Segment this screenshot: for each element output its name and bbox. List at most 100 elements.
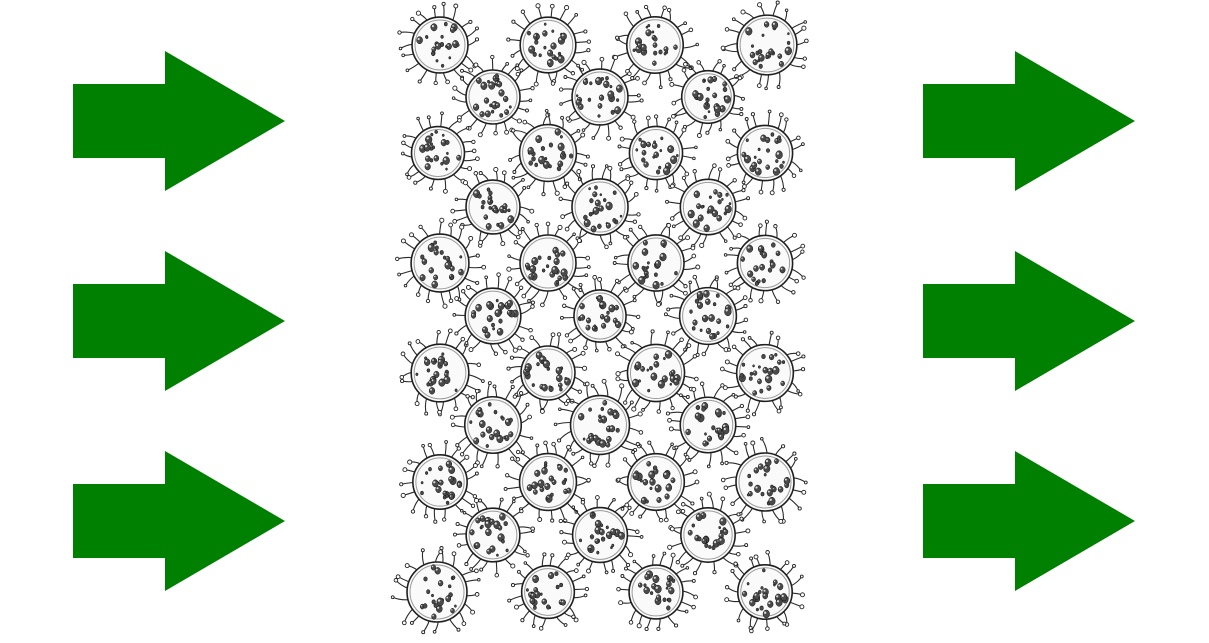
virus-spike-tip (801, 25, 807, 31)
virus-surface-pit (775, 250, 781, 257)
virus-spike-tip (461, 621, 467, 626)
virus-surface-pit (662, 597, 667, 603)
virus-spike-tip (801, 142, 805, 146)
virus-pit-highlight (656, 261, 658, 264)
virus-surface-pit (708, 545, 712, 549)
virus-pit-highlight (642, 249, 645, 252)
virus-pit-highlight (765, 459, 769, 463)
virus-pit-highlight (493, 208, 496, 211)
virus-spike-tip (775, 0, 780, 5)
virus-spike (528, 289, 541, 302)
virus-surface-pit (763, 21, 770, 28)
virus-surface-pit (534, 39, 539, 45)
virus-surface-pit (652, 280, 660, 290)
virus-surface-pit (701, 537, 707, 545)
virus-spike-tip (425, 298, 431, 304)
virus-body (571, 506, 629, 564)
virus-spike-tip (499, 497, 504, 502)
virus-spike-tip (468, 235, 474, 241)
virus-surface-pit (772, 366, 780, 375)
virus-spike-tip (793, 456, 798, 461)
virus-spike-tip (562, 184, 568, 189)
virus-spike-tip (724, 359, 730, 365)
virus-surface-pit (781, 360, 786, 365)
virus-spike-tip (507, 276, 513, 282)
virus-spike-tip (764, 86, 768, 91)
virus-surface-pit (658, 165, 662, 170)
virus-spike-tip (586, 48, 591, 53)
virus-spike (767, 110, 771, 127)
virus-pit-highlight (619, 533, 622, 536)
virus-spike (731, 330, 746, 334)
virus-surface-pit (488, 190, 493, 196)
virus-spike-tip (675, 560, 680, 565)
virus-pit-highlight (605, 316, 608, 319)
virus-spike (572, 274, 587, 277)
virus-surface-pit (451, 575, 456, 580)
virus-surface-pit (670, 369, 676, 376)
virus-spike-tip (459, 224, 465, 230)
virus-pit-highlight (664, 168, 667, 171)
virus-spike (664, 331, 669, 347)
virus-surface-pit (419, 274, 426, 282)
virus-spike-tip (669, 293, 674, 298)
virus-surface-pit (616, 98, 620, 102)
virus-spike (440, 547, 444, 564)
virus-spike-tip (796, 135, 801, 141)
virus-spike-tip (631, 406, 637, 412)
virus-spike-tip (531, 529, 535, 533)
virus-pit-highlight (781, 381, 783, 384)
virus-spike (465, 55, 476, 67)
virus-particle-icon (725, 109, 805, 196)
virus-surface-pit (614, 106, 621, 115)
virus-spike-tip (585, 154, 590, 159)
virus-spike-tip (459, 452, 465, 457)
virus-spike-tip (629, 400, 634, 405)
virus-surface-pit (753, 592, 760, 600)
virus-surface-pit (691, 523, 696, 528)
virus-pit-highlight (548, 60, 551, 63)
virus-surface-pit (652, 155, 656, 159)
virus-surface-pit (543, 22, 547, 26)
virus-spike-tip (781, 444, 786, 449)
virus-spike-tip (479, 567, 484, 572)
virus-pit-highlight (487, 549, 489, 552)
virus-spike-tip (423, 514, 429, 519)
virus-surface-pit (777, 582, 784, 591)
virus-spike-tip (599, 56, 605, 62)
virus-spike-tip (397, 30, 402, 35)
virus-spike-tip (442, 188, 448, 194)
virus-spike-tip (586, 265, 591, 269)
virus-surface-pit (751, 161, 758, 169)
virus-spike-tip (738, 222, 743, 227)
virus-spike (409, 342, 418, 356)
virus-spike (780, 175, 785, 191)
virus-shading (409, 564, 465, 620)
virus-surface-pit (649, 478, 656, 486)
virus-pit-highlight (752, 163, 755, 166)
virus-spike-tip (632, 559, 637, 564)
virus-pit-highlight (555, 252, 558, 255)
virus-pit-highlight (472, 311, 474, 313)
virus-surface-pit (667, 597, 672, 603)
virus-pit-highlight (497, 329, 501, 332)
virus-pit-highlight (752, 277, 754, 280)
virus-particle-icon (399, 440, 479, 524)
virus-spike-tip (564, 555, 569, 561)
virus-spike-tip (608, 241, 613, 246)
virus-spike-tip (542, 552, 547, 557)
virus-pit-highlight (453, 41, 456, 44)
virus-spike-tip (448, 298, 454, 304)
virus-pit-highlight (529, 274, 532, 277)
virus-pit-highlight (726, 206, 729, 209)
virus-surface-pit (433, 358, 437, 363)
virus-surface-pit (550, 42, 557, 50)
virus-pit-highlight (555, 129, 558, 132)
virus-pit-highlight (483, 327, 485, 330)
virus-spike (681, 557, 694, 567)
virus-spike (720, 449, 723, 464)
virus-spike-tip (453, 406, 459, 412)
virus-surface-pit (424, 356, 428, 360)
virus-surface-pit (599, 528, 605, 536)
virus-pit-highlight (766, 165, 768, 168)
